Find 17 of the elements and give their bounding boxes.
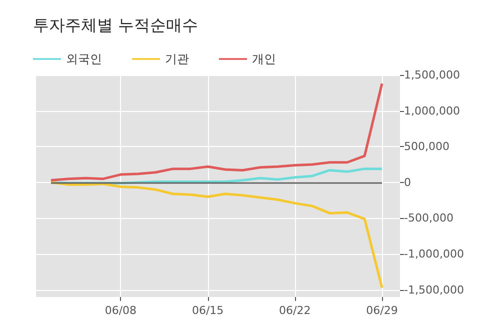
x-tick-label: 06/22 — [279, 304, 311, 317]
legend-label: 개인 — [252, 52, 276, 66]
chart-title: 투자주체별 누적순매수 — [33, 16, 198, 34]
y-tick-label: 500,000 — [404, 140, 450, 154]
legend-label: 외국인 — [66, 52, 102, 66]
y-tick-label: 1,000,000 — [404, 104, 460, 118]
x-tick-label: 06/08 — [104, 304, 137, 317]
legend-label: 기관 — [165, 52, 189, 66]
x-tick-label: 06/15 — [192, 304, 224, 317]
line-series — [50, 181, 384, 289]
y-tick-label: -1,000,000 — [404, 248, 464, 261]
y-tick-label: 0 — [404, 176, 411, 189]
y-tick-label: -500,000 — [404, 212, 454, 225]
line-series — [50, 82, 384, 182]
y-tick-label: 1,500,000 — [404, 68, 460, 82]
y-tick-label: -1,500,000 — [404, 283, 464, 296]
x-tick-label: 06/29 — [366, 304, 398, 317]
